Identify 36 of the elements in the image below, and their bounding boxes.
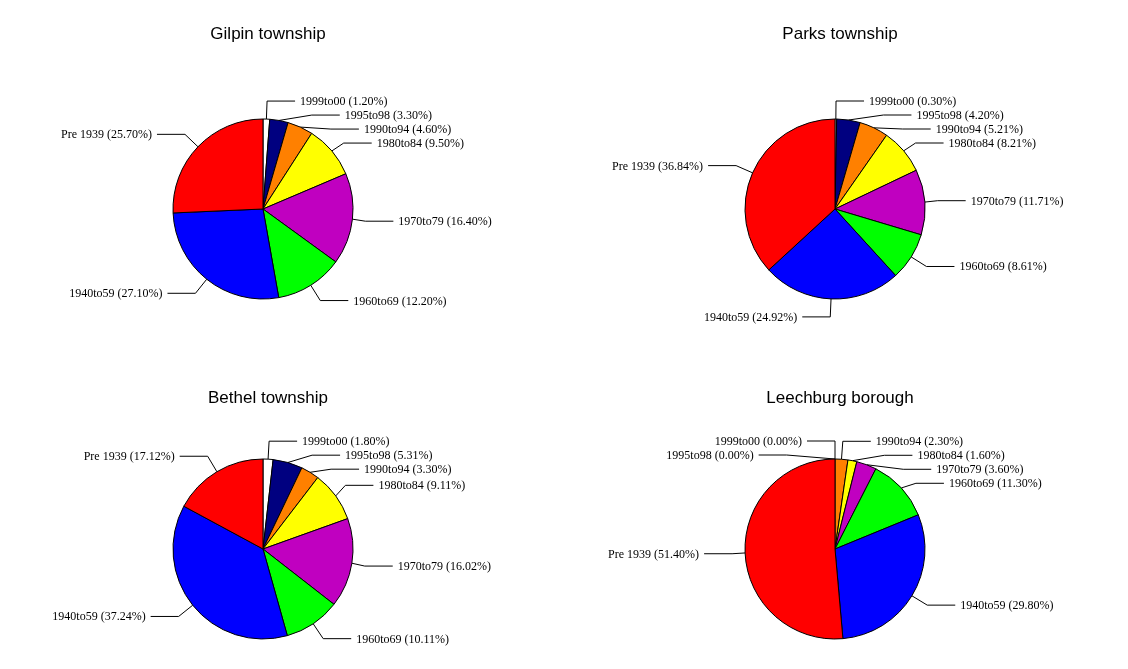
slice-label: 1960to69 (11.30%) [948,476,1042,491]
slice-label: 1970to79 (16.02%) [397,559,492,574]
slice-label: Pre 1939 (36.84%) [612,158,704,173]
slice-label: 1999to00 (1.80%) [302,434,390,449]
slice-label: 1999to00 (1.20%) [300,94,388,109]
slice-label: 1960to69 (8.61%) [959,259,1047,274]
slice-label: 1960to69 (10.11%) [356,631,450,646]
category-label: 1999to00 (0.00%) [714,434,802,448]
slice-label: 1999to00 (0.30%) [869,94,957,108]
slice-label: 1990to94 (5.21%) [935,122,1024,136]
slice-label: 1940to59 (27.10%) [69,286,163,301]
slice-label: 1980to84 (9.11%) [378,478,466,493]
chart-title: Leechburg borough [766,388,914,407]
category-label: 1995to98 (0.00%) [666,448,754,462]
slice-label: 1970to79 (11.71%) [970,193,1064,208]
slice-label: Pre 1939 (51.40%) [608,546,700,561]
slice-label: 1980to84 (8.21%) [948,136,1036,150]
slice-label: 1995to98 (3.30%) [344,108,433,123]
slice-label: 1980to84 (1.60%) [917,448,1005,463]
slice-label: 1970to79 (16.40%) [398,214,492,229]
slice-label: 1980to84 (9.50%) [376,136,465,151]
slice-label: Pre 1939 (25.70%) [60,127,152,142]
chart-title: Parks township [782,24,898,43]
slice-label: 1940to59 (29.80%) [960,598,1054,613]
chart-title: Bethel township [207,388,329,407]
slice-label: 1990to94 (2.30%) [875,434,964,449]
slice-label: 1995to98 (5.31%) [345,448,433,463]
slice-label: 1960to69 (12.20%) [353,293,447,308]
slice-label: 1940to59 (37.24%) [52,609,146,624]
slice-label: 1970to79 (3.60%) [936,462,1024,477]
slice-label: 1940to59 (24.92%) [703,309,798,324]
slice-label: Pre 1939 (17.12%) [83,449,175,464]
slice-label: 1990to94 (4.60%) [363,122,452,137]
chart-title: Gilpin township [210,24,326,43]
slice-label: 1995to98 (4.20%) [916,108,1004,122]
slice-label: 1990to94 (3.30%) [364,462,452,477]
